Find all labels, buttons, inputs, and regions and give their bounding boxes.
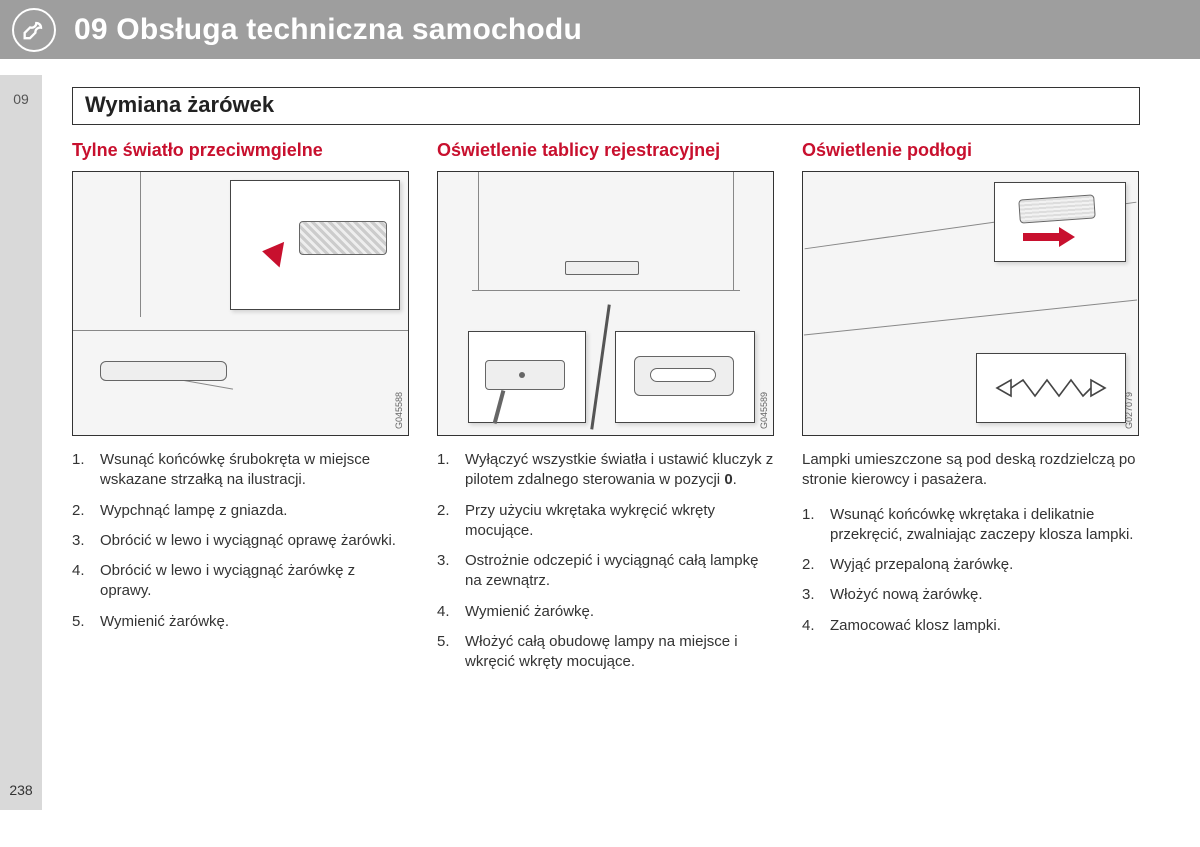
step-item: Wypchnąć lampę z gniazda.	[72, 501, 409, 521]
column-floor-light: Oświetlenie podłogi G027079 Lampki umies…	[802, 140, 1139, 682]
left-tab-label: 09	[0, 91, 42, 107]
figure-fog-light: G045588	[72, 171, 409, 436]
column-fog-light: Tylne światło przeciwmgielne G045588 Wsu…	[72, 140, 409, 682]
steps-list: Wsunąć końcówkę śrubokręta w miejsce wsk…	[72, 450, 409, 642]
step-item: Wyjąć przepaloną żarówkę.	[802, 555, 1139, 575]
step-item: Obrócić w lewo i wyciągnąć oprawę żarówk…	[72, 531, 409, 551]
step-item: Zamocować klosz lampki.	[802, 616, 1139, 636]
figure-code: G045588	[394, 392, 404, 429]
column-plate-light: Oświetlenie tablicy rejestracyjnej G0455…	[437, 140, 774, 682]
step-item: Włożyć nową żarówkę.	[802, 585, 1139, 605]
steps-list: Wsunąć końcówkę wkrętaka i delikatnie pr…	[802, 505, 1139, 646]
steps-list: Wyłączyć wszystkie światła i ustawić klu…	[437, 450, 774, 682]
figure-code: G027079	[1124, 392, 1134, 429]
page-number: 238	[0, 772, 42, 808]
step-item: Wsunąć końcówkę śrubokręta w miejsce wsk…	[72, 450, 409, 491]
step-item: Przy użyciu wkrętaka wykręcić wkręty moc…	[437, 501, 774, 542]
step-item: Wymienić żarówkę.	[72, 612, 409, 632]
step-item: Wsunąć końcówkę wkrętaka i delikatnie pr…	[802, 505, 1139, 546]
figure-code: G045589	[759, 392, 769, 429]
section-header: Wymiana żarówek	[85, 92, 1127, 118]
chapter-header: 09 Obsługa techniczna samochodu	[0, 0, 1200, 59]
section-header-box: Wymiana żarówek	[72, 87, 1140, 125]
intro-paragraph: Lampki umieszczone są pod deską rozdziel…	[802, 450, 1139, 491]
figure-floor-light: G027079	[802, 171, 1139, 436]
left-tab: 09 238	[0, 75, 42, 810]
step-item: Włożyć całą obudowę lampy na miejsce i w…	[437, 632, 774, 673]
section-title: Tylne światło przeciwmgielne	[72, 140, 409, 161]
figure-plate-light: G045589	[437, 171, 774, 436]
step-item: Ostrożnie odczepić i wyciągnąć całą lamp…	[437, 551, 774, 592]
wrench-icon	[12, 8, 56, 52]
step-item: Wymienić żarówkę.	[437, 602, 774, 622]
step-item: Obrócić w lewo i wyciągnąć żarówkę z opr…	[72, 561, 409, 602]
content-columns: Tylne światło przeciwmgielne G045588 Wsu…	[72, 140, 1140, 682]
step-item: Wyłączyć wszystkie światła i ustawić klu…	[437, 450, 774, 491]
chapter-title: 09 Obsługa techniczna samochodu	[74, 13, 582, 47]
section-title: Oświetlenie tablicy rejestracyjnej	[437, 140, 774, 161]
section-title: Oświetlenie podłogi	[802, 140, 1139, 161]
bold-zero: 0	[724, 471, 732, 488]
